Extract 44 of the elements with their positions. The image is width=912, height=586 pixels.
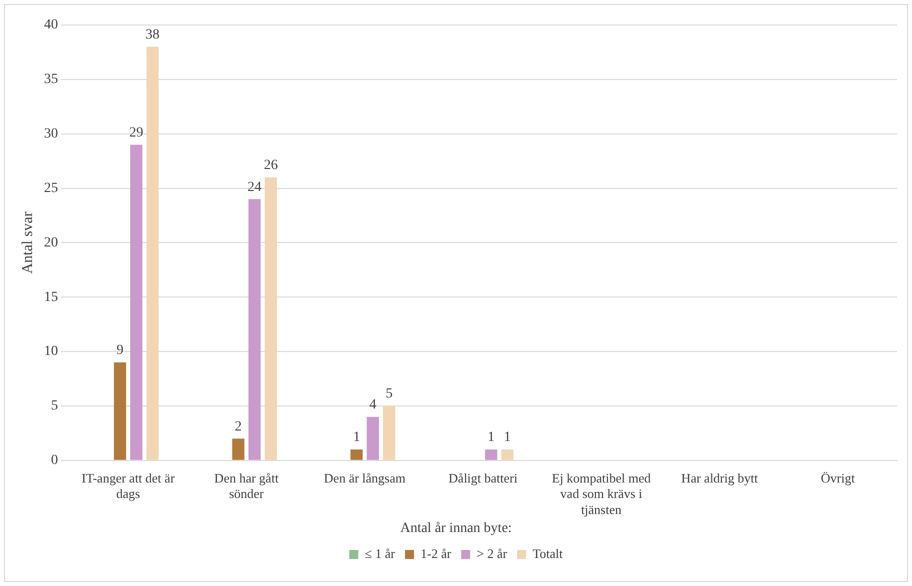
data-label: 29 <box>129 125 144 140</box>
bar <box>130 144 142 460</box>
data-label: 38 <box>146 27 160 42</box>
bar <box>114 362 126 460</box>
data-label: 9 <box>116 343 124 358</box>
y-tick-label: 0 <box>51 453 58 468</box>
y-tick-label: 40 <box>44 18 58 33</box>
legend-label: ≤ 1 år <box>364 546 396 561</box>
data-label: 24 <box>248 180 262 195</box>
y-axis-title: Antal svar <box>20 212 36 274</box>
y-tick-label: 35 <box>44 72 58 88</box>
legend-label: > 2 år <box>476 546 508 561</box>
y-tick-label: 30 <box>44 126 58 142</box>
y-tick-label: 25 <box>44 180 58 196</box>
y-tick-label: 20 <box>44 235 58 250</box>
x-tick-label: IT-anger att det är dags <box>82 470 176 502</box>
bar <box>248 199 261 460</box>
data-label: 2 <box>234 419 242 434</box>
x-tick-label: Dåligt batteri <box>448 470 518 486</box>
bar <box>383 406 396 460</box>
bar <box>501 450 514 460</box>
data-label: 26 <box>264 158 278 174</box>
x-tick-label: Övrigt <box>820 470 856 486</box>
bar <box>350 450 363 460</box>
legend-title: Antal år innan byte: <box>400 520 512 536</box>
data-label: 1 <box>488 430 495 446</box>
x-tick-label: Den har gått sönder <box>214 470 279 502</box>
bar <box>366 416 379 460</box>
bar <box>146 46 159 460</box>
bar <box>485 450 498 460</box>
legend-label: 1-2 år <box>420 546 452 561</box>
y-tick-label: 15 <box>44 290 58 305</box>
y-tick-label: 5 <box>51 398 58 414</box>
x-tick-label: Har aldrig bytt <box>681 470 758 486</box>
data-label: 5 <box>386 386 393 402</box>
data-label: 1 <box>353 430 360 446</box>
x-tick-label: Ej kompatibel med vad som krävs i tjänsten <box>552 470 652 517</box>
bar <box>264 177 277 460</box>
y-tick-label: 10 <box>44 344 58 360</box>
bar <box>232 438 244 460</box>
x-tick-label: Den är långsam <box>324 470 406 486</box>
data-label: 1 <box>504 430 511 446</box>
legend-label: Totalt <box>532 546 564 561</box>
data-label: 4 <box>369 398 376 413</box>
